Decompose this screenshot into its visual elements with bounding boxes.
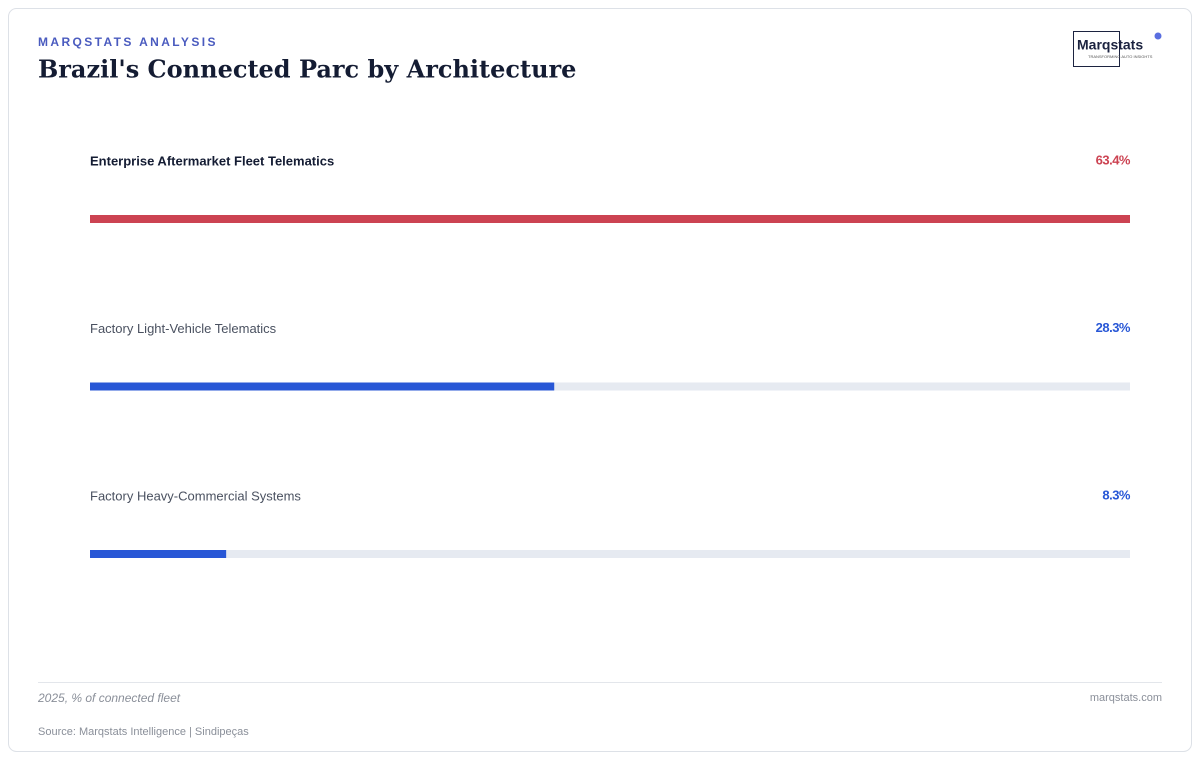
value-label: 28.3%: [1096, 320, 1131, 335]
logo: Marqstats TRANSFORMING AUTO INSIGHTS: [1073, 31, 1162, 67]
category-label: Enterprise Aftermarket Fleet Telematics: [90, 153, 334, 168]
logo-name: Marqstats: [1077, 37, 1143, 53]
bar: [90, 550, 227, 558]
category-label: Factory Heavy-Commercial Systems: [90, 488, 301, 503]
bar-track: [90, 550, 1130, 558]
logo-tagline: TRANSFORMING AUTO INSIGHTS: [1088, 54, 1153, 59]
logo-frame: [1073, 31, 1120, 67]
bar: [90, 382, 555, 391]
bar-track: [90, 382, 1130, 391]
category-label: Factory Light-Vehicle Telematics: [90, 321, 277, 336]
footer-source: Source: Marqstats Intelligence | Sindipe…: [38, 726, 249, 738]
logo-dot: [1154, 32, 1162, 40]
footer-note: 2025, % of connected fleet: [37, 691, 181, 705]
footer-site: marqstats.com: [1090, 692, 1162, 704]
eyebrow: MARQSTATS ANALYSIS: [38, 35, 218, 49]
value-label: 63.4%: [1096, 152, 1131, 167]
card: [8, 8, 1192, 752]
chart-title: Brazil's Connected Parc by Architecture: [38, 55, 576, 84]
bar: [90, 215, 1130, 223]
value-label: 8.3%: [1102, 487, 1131, 502]
